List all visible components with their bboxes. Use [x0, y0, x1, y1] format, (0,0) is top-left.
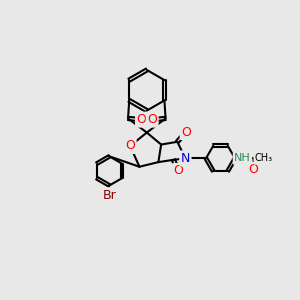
Text: O: O	[173, 164, 183, 177]
Text: O: O	[136, 113, 146, 126]
Text: N: N	[181, 152, 190, 165]
Text: O: O	[147, 113, 157, 126]
Text: O: O	[125, 140, 135, 152]
Text: NH: NH	[234, 153, 251, 164]
Text: Br: Br	[103, 189, 116, 202]
Text: O: O	[181, 126, 191, 139]
Text: CH₃: CH₃	[255, 153, 273, 164]
Text: O: O	[248, 164, 258, 176]
